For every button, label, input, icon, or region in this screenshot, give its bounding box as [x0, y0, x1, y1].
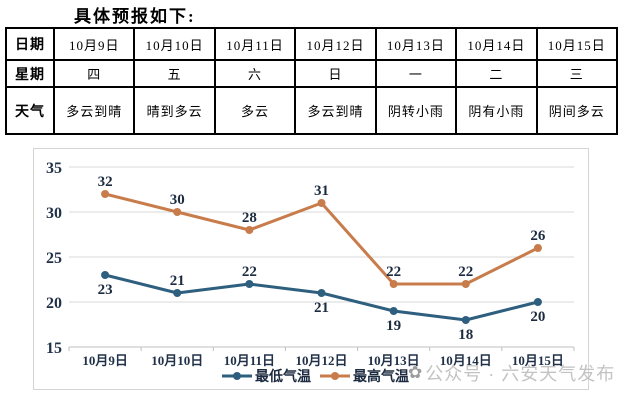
weekday-cell: 日 [294, 59, 377, 88]
watermark-text: 公众号 · 六安天气发布 [425, 364, 616, 384]
y-tick-label: 25 [46, 250, 62, 267]
date-cell: 10月12日 [294, 27, 377, 61]
max-temp-value-label: 22 [458, 264, 473, 280]
forecast-table: 日期 10月9日 10月10日 10月11日 10月12日 10月13日 10月14日 10… [5, 27, 619, 135]
weekday-cell: 六 [213, 59, 297, 88]
max-temp-point [389, 280, 398, 288]
date-cell: 10月9日 [52, 27, 136, 61]
max-temp-value-label: 26 [530, 228, 546, 244]
legend-max-temp-label: 最高气温 [353, 368, 409, 385]
max-temp-value-label: 28 [242, 210, 257, 226]
legend-min-temp-marker-dot [233, 372, 241, 380]
date-cell: 10月11日 [213, 27, 297, 61]
weekday-cell: 二 [455, 59, 538, 88]
date-cell: 10月15日 [535, 27, 619, 61]
min-temp-point [533, 298, 542, 306]
max-temp-point [317, 199, 326, 207]
min-temp-value-label: 23 [98, 282, 113, 298]
x-tick-label: 10月15日 [512, 353, 564, 368]
weekday-cell: 三 [535, 59, 619, 88]
min-temp-point [389, 307, 398, 315]
date-cell: 10月13日 [374, 27, 458, 61]
min-temp-point [317, 289, 326, 297]
y-tick-label: 30 [46, 205, 62, 222]
watermark: ✿ 公众号 · 六安天气发布 [408, 360, 615, 386]
row-header-weekday: 星期 [5, 59, 55, 88]
x-tick-label: 10月11日 [224, 353, 275, 368]
table-row-weather: 天气 多云到晴 晴到多云 多云 多云到晴 阴转小雨 阴有小雨 阴间多云 [5, 86, 619, 135]
table-row-weekday: 星期 四五六日一二三 [5, 59, 619, 88]
min-temp-point [173, 289, 182, 297]
row-header-date: 日期 [5, 27, 55, 61]
y-tick-label: 15 [46, 340, 62, 357]
weather-cell: 多云到晴 [294, 86, 377, 135]
weekday-cell: 五 [133, 59, 216, 88]
legend-max-temp-marker-dot [331, 372, 339, 380]
min-temp-value-label: 21 [170, 273, 185, 289]
min-temp-value-label: 19 [386, 318, 401, 334]
max-temp-value-label: 30 [170, 192, 185, 208]
weather-cell: 阴间多云 [535, 86, 619, 135]
max-temp-point [245, 226, 254, 234]
row-header-weather: 天气 [5, 86, 55, 135]
max-temp-point [461, 280, 470, 288]
temperature-chart: 15 20 25 30 35 10月9日 10月10日 10月11日 10月12日 10月13日 1… [46, 160, 575, 385]
max-temp-point [101, 190, 110, 198]
max-temp-point [173, 208, 182, 216]
watermark-logo-icon: ✿ [408, 363, 423, 382]
x-tick-label: 10月13日 [368, 353, 420, 368]
min-temp-point [101, 271, 110, 279]
min-temp-value-label: 20 [530, 309, 545, 325]
min-temp-point [461, 316, 470, 324]
weather-cell: 多云到晴 [52, 86, 136, 135]
min-temp-point [245, 280, 254, 288]
weather-cell: 阴有小雨 [455, 86, 538, 135]
table-row-date: 日期 10月9日 10月10日 10月11日 10月12日 10月13日 10月14日 10… [5, 27, 619, 61]
min-temp-value-label: 22 [242, 264, 257, 280]
max-temp-value-label: 32 [98, 174, 113, 190]
legend-min-temp-label: 最低气温 [255, 368, 311, 385]
max-temp-point [533, 244, 542, 252]
y-tick-label: 20 [46, 295, 62, 312]
weekday-cell: 一 [374, 59, 458, 88]
date-cell: 10月14日 [455, 27, 538, 61]
weather-cell: 阴转小雨 [374, 86, 458, 135]
temperature-chart-container: 15 20 25 30 35 10月9日 10月10日 10月11日 10月12日 10月13日 1… [33, 148, 614, 390]
y-tick-label: 35 [46, 160, 62, 177]
page-title: 具体预报如下: [74, 7, 196, 26]
max-temp-value-label: 22 [386, 264, 401, 280]
min-temp-value-label: 18 [458, 327, 473, 343]
weather-cell: 晴到多云 [133, 86, 216, 135]
weekday-cell: 四 [52, 59, 136, 88]
x-tick-label: 10月10日 [151, 353, 203, 368]
x-tick-label: 10月14日 [440, 353, 492, 368]
max-temp-value-label: 31 [314, 183, 329, 199]
weather-cell: 多云 [213, 86, 297, 135]
date-cell: 10月10日 [133, 27, 216, 61]
x-tick-label: 10月9日 [82, 353, 128, 368]
min-temp-value-label: 21 [314, 300, 329, 316]
forecast-table-body: 日期 10月9日 10月10日 10月11日 10月12日 10月13日 10月14日 10… [5, 27, 619, 135]
x-tick-label: 10月12日 [295, 353, 347, 368]
